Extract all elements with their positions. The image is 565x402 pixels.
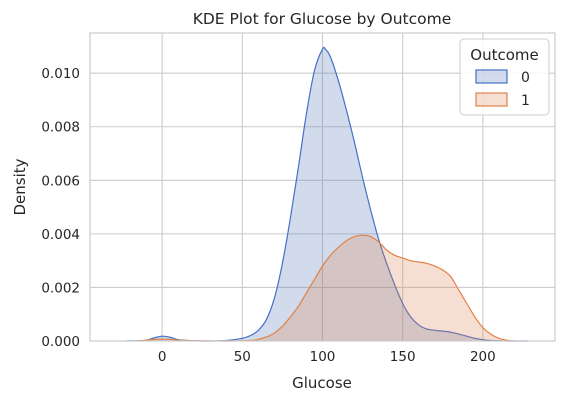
kde-area-outcome-1: [138, 235, 515, 341]
y-tick-label: 0.010: [41, 66, 80, 82]
y-tick-label: 0.002: [41, 280, 80, 296]
y-tick-label: 0.006: [41, 173, 80, 189]
y-tick-label: 0.008: [41, 120, 80, 136]
legend: Outcome 0 1: [459, 38, 550, 116]
x-axis-title: Glucose: [292, 374, 352, 392]
chart-title: KDE Plot for Glucose by Outcome: [193, 10, 452, 28]
kde-area-outcome-0: [126, 47, 528, 341]
x-tick-label: 0: [158, 349, 167, 365]
x-tick-label: 50: [234, 349, 251, 365]
plot-frame: [89, 32, 556, 342]
x-tick-label: 100: [310, 349, 336, 365]
y-tick-label: 0.004: [41, 227, 80, 243]
x-tick-label: 200: [470, 349, 496, 365]
y-tick-label: 0.000: [41, 334, 80, 350]
legend-swatch-0: [475, 69, 508, 84]
legend-frame: [459, 38, 550, 116]
legend-swatch-1: [475, 92, 508, 107]
x-tick-label: 150: [390, 349, 416, 365]
legend-label-1: 1: [521, 93, 530, 109]
y-tick-labels: 0.000 0.002 0.004 0.006 0.008 0.010: [41, 66, 80, 350]
legend-label-0: 0: [521, 70, 530, 86]
legend-title: Outcome: [470, 46, 538, 64]
y-axis-title: Density: [11, 158, 29, 215]
x-tick-labels: 0 50 100 150 200: [158, 349, 496, 365]
